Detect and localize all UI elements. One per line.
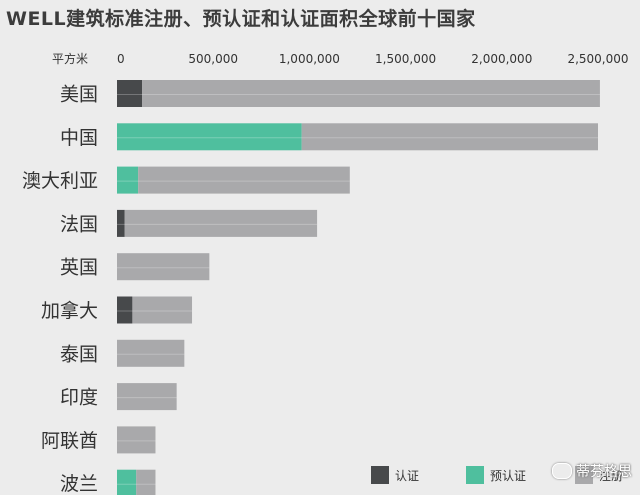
chart-title: WELL建筑标准注册、预认证和认证面积全球前十国家 <box>6 8 476 30</box>
legend-label: 认证 <box>395 469 419 483</box>
category-label: 中国 <box>60 127 98 149</box>
bar-segment <box>142 80 600 107</box>
bar-segment <box>301 123 598 151</box>
bar-segment <box>136 469 156 495</box>
category-label: 加拿大 <box>41 299 98 322</box>
category-label: 澳大利亚 <box>22 170 98 192</box>
bar-segment <box>117 296 133 324</box>
legend-label: 预认证 <box>490 469 526 483</box>
category-label: 泰国 <box>60 343 98 365</box>
x-tick-label: 500,000 <box>188 52 238 66</box>
chat-bubble-icon <box>552 463 572 479</box>
bar-segment <box>132 296 193 324</box>
bar-segment <box>117 339 185 367</box>
category-label: 印度 <box>60 387 98 409</box>
category-label: 英国 <box>60 257 98 279</box>
bar-segment <box>117 426 156 454</box>
watermark: 蒂芬格思 <box>552 461 632 481</box>
legend-swatch <box>575 466 593 484</box>
bar-segment <box>138 166 350 194</box>
x-tick-label: 2,500,000 <box>567 52 628 66</box>
bar-segment <box>117 166 139 194</box>
bar-segment <box>117 80 143 107</box>
category-label: 波兰 <box>60 473 98 495</box>
x-axis-ticks: 0 500,000 1,000,000 1,500,000 2,000,000 2,500… <box>117 52 629 66</box>
legend-label: 注册 <box>599 468 623 483</box>
category-label: 阿联酋 <box>41 430 98 452</box>
x-tick-label: 0 <box>117 52 125 66</box>
watermark-text: 蒂芬格思 <box>576 464 632 480</box>
bar-segment <box>124 209 318 237</box>
x-tick-label: 1,500,000 <box>375 52 436 66</box>
category-label: 法国 <box>60 213 98 235</box>
category-label: 美国 <box>60 84 98 106</box>
bar-segment <box>117 209 125 237</box>
legend-swatch <box>466 466 484 484</box>
bar-segment <box>117 469 137 495</box>
bar-segment <box>117 383 177 411</box>
x-tick-label: 1,000,000 <box>279 52 340 66</box>
unit-label: 平方米 <box>52 51 88 66</box>
legend-swatch <box>371 466 389 484</box>
bar-segment <box>117 253 210 281</box>
legend: 认证 预认证 注册 <box>371 466 623 484</box>
x-tick-label: 2,000,000 <box>471 52 532 66</box>
bar-segment <box>117 123 302 151</box>
